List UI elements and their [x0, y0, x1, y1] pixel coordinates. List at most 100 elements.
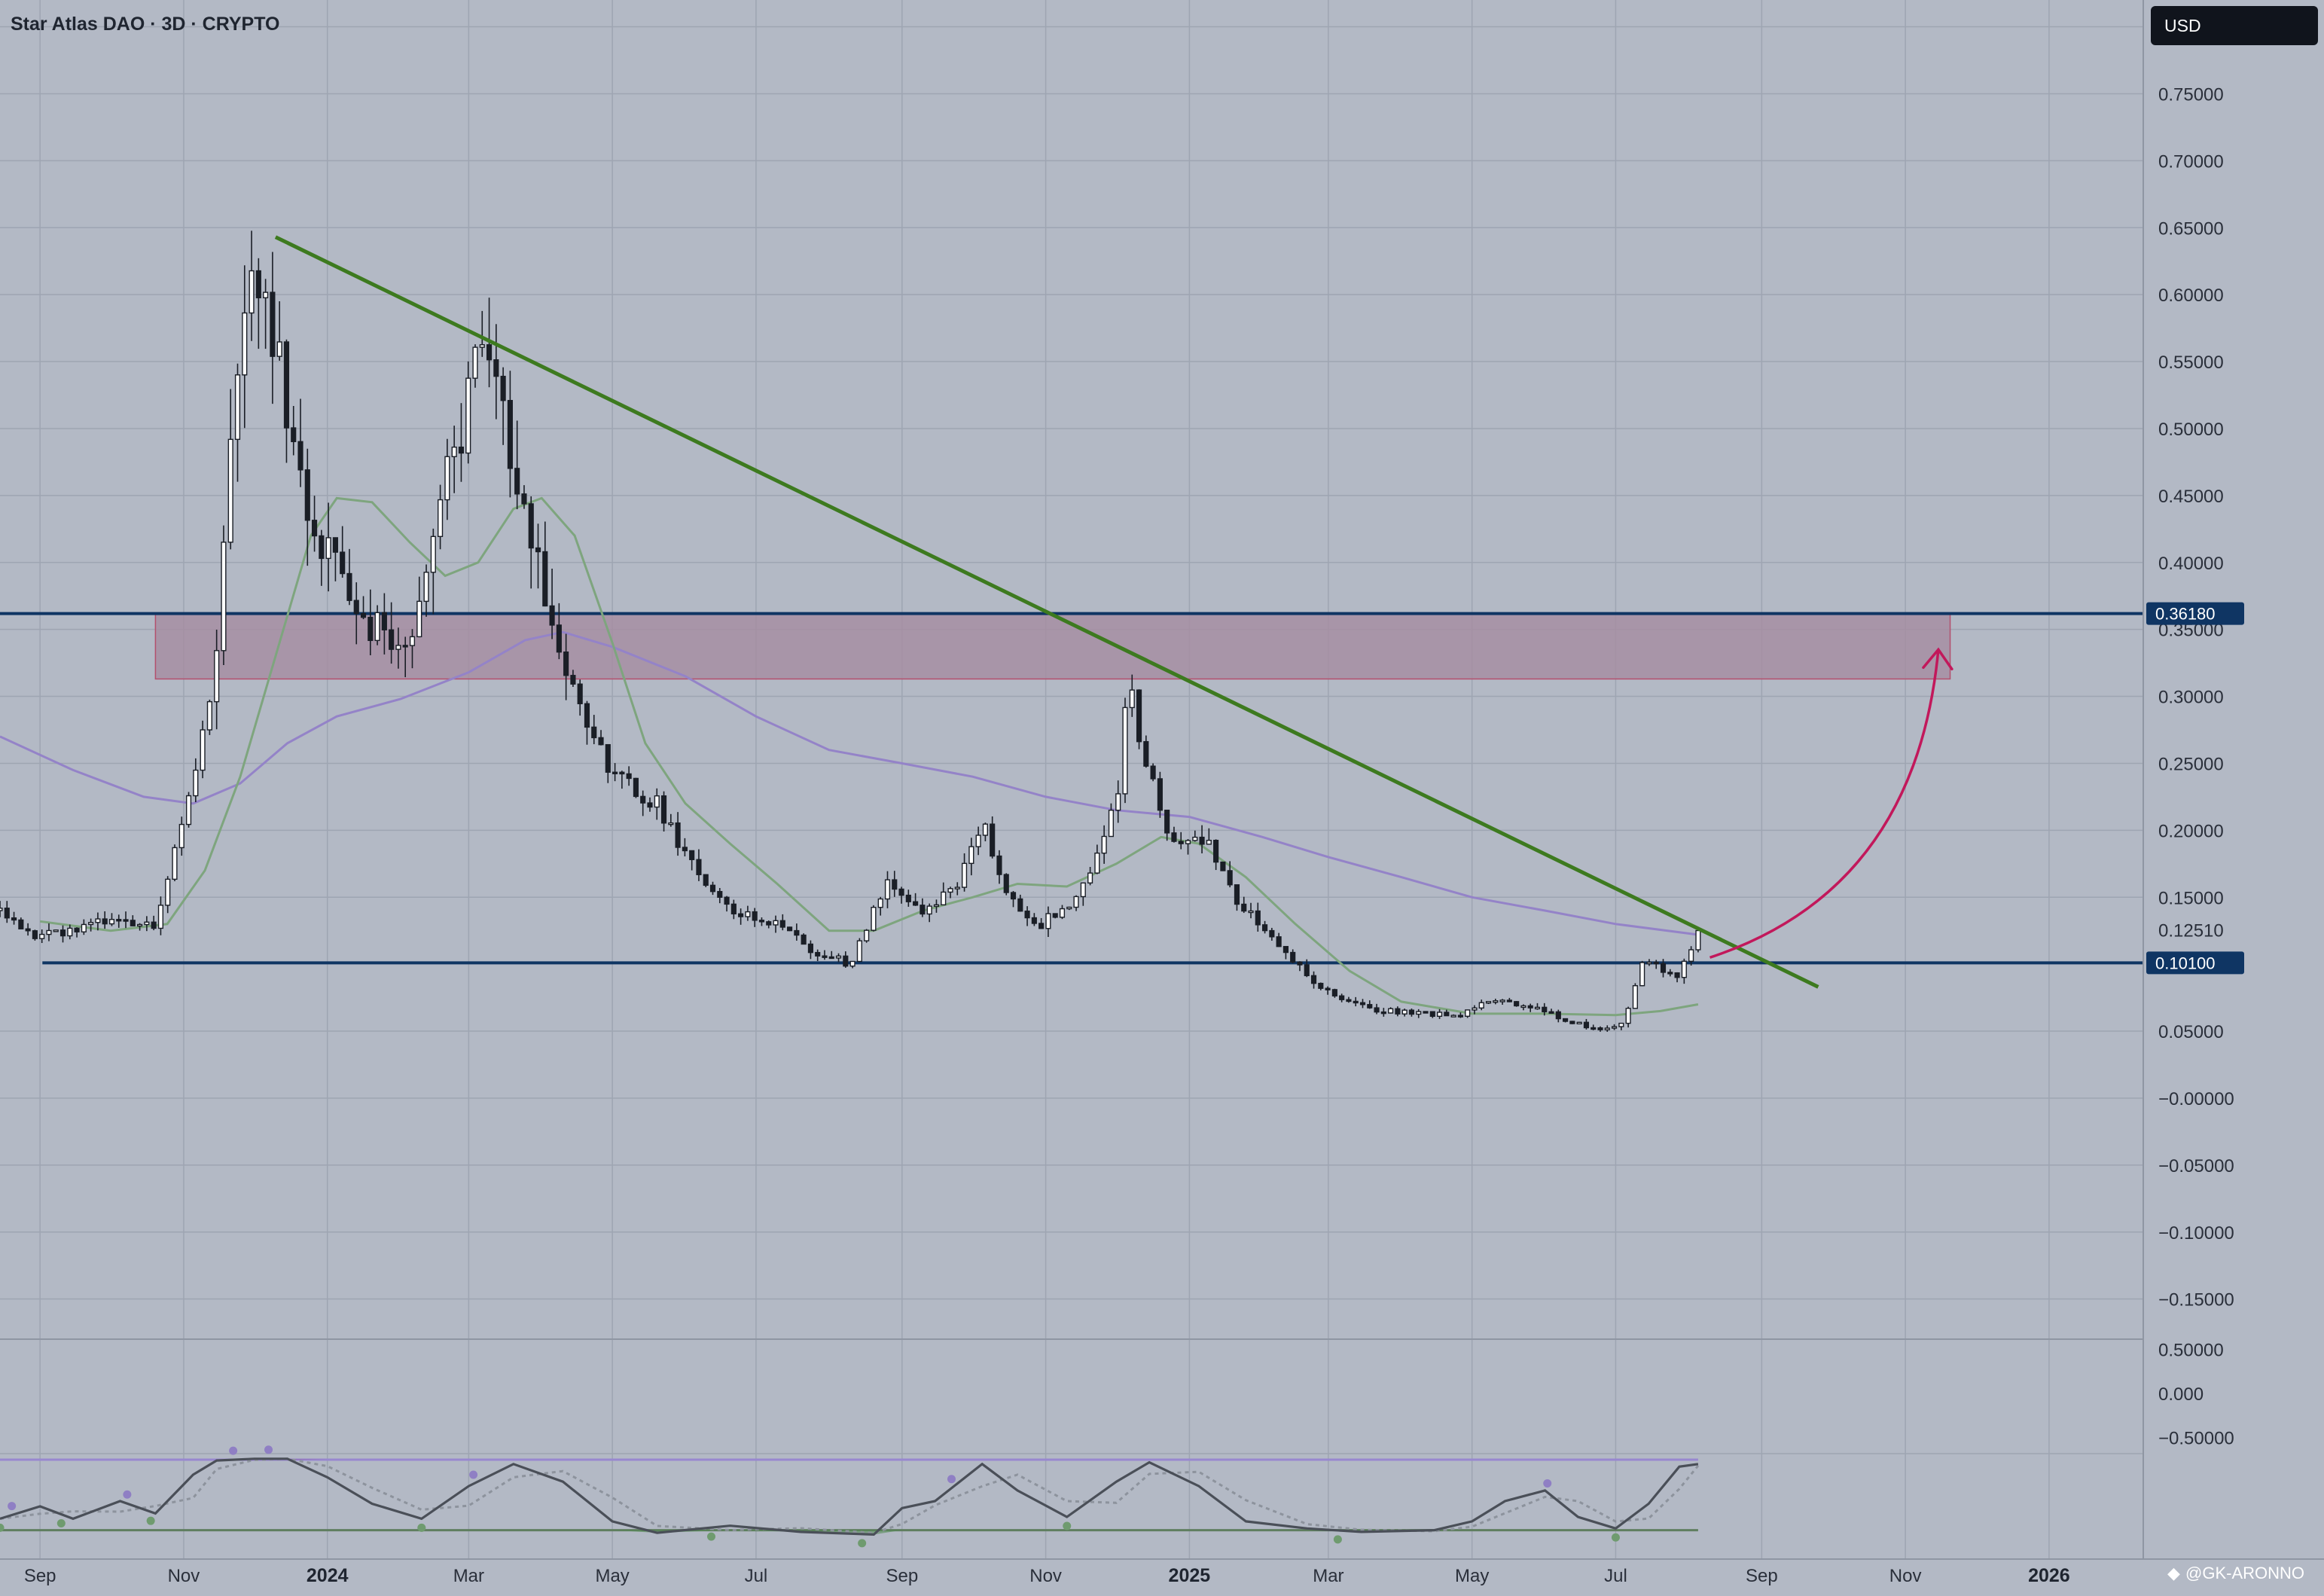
candle-up	[227, 438, 233, 543]
candle-down	[389, 629, 395, 650]
osc-tick-label: −0.50000	[2158, 1429, 2234, 1449]
candle-down	[990, 823, 996, 857]
ma-slow-line	[0, 630, 1699, 936]
candle-down	[738, 913, 744, 917]
candle-up	[877, 898, 883, 908]
candle-down	[1241, 903, 1247, 912]
candle-up	[654, 795, 660, 808]
downtrend-line	[274, 235, 1819, 989]
candle-up	[0, 908, 3, 911]
candle-down	[360, 612, 367, 618]
candle-up	[1094, 852, 1100, 874]
candle-up	[1108, 810, 1115, 838]
candle-up	[325, 537, 331, 560]
candle-up	[430, 536, 436, 573]
candle-up	[221, 542, 227, 652]
candle-down	[1276, 936, 1282, 948]
candle-up	[1688, 949, 1694, 962]
candle-down	[905, 894, 911, 902]
candle-down	[116, 919, 122, 922]
candle-down	[570, 675, 576, 685]
candle-up	[178, 823, 185, 849]
candle-down	[1506, 999, 1512, 1002]
candle-up	[1485, 1001, 1492, 1004]
candle-up	[276, 341, 282, 357]
candle-down	[535, 547, 541, 553]
candle-down	[514, 468, 520, 495]
candle-down	[577, 683, 583, 704]
price-badge	[2146, 602, 2244, 625]
osc-purple-dot	[947, 1475, 956, 1484]
candle-down	[584, 703, 590, 728]
candle-up	[954, 886, 960, 890]
price-tick-label: −0.00000	[2158, 1089, 2234, 1109]
candle-up	[926, 905, 932, 915]
osc-purple-dot	[264, 1445, 273, 1454]
osc-green-dot	[56, 1519, 66, 1528]
price-tick-label: 0.60000	[2158, 285, 2224, 306]
candle-down	[815, 951, 821, 957]
candle-down	[1444, 1012, 1450, 1017]
candle-down	[892, 879, 898, 890]
price-badge	[2146, 951, 2244, 975]
candle-down	[913, 901, 919, 906]
candle-up	[1681, 960, 1687, 978]
candle-down	[1310, 975, 1317, 984]
candle-down	[270, 291, 276, 357]
candle-down	[1374, 1007, 1380, 1013]
currency-button[interactable]: USD	[2151, 6, 2318, 45]
candle-down	[1003, 874, 1009, 893]
current-price-label: 0.12510	[2158, 921, 2224, 941]
candle-up	[864, 929, 870, 941]
osc-signal-line	[0, 1457, 1700, 1534]
candle-down	[1346, 999, 1352, 1002]
candle-up	[1534, 1006, 1541, 1010]
osc-green-dot	[1611, 1533, 1620, 1542]
price-tick-label: 0.55000	[2158, 352, 2224, 373]
price-tick-label: 0.05000	[2158, 1022, 2224, 1042]
candle-down	[724, 896, 730, 905]
candle-down	[1583, 1021, 1590, 1029]
candle-down	[1548, 1011, 1554, 1014]
time-tick-label: May	[1455, 1566, 1489, 1586]
candle-down	[332, 537, 338, 553]
candle-up	[745, 911, 751, 917]
candle-up	[1639, 962, 1645, 987]
candle-down	[801, 934, 807, 945]
candle-down	[1569, 1021, 1575, 1024]
time-tick-label: 2025	[1169, 1565, 1211, 1586]
candle-down	[130, 920, 136, 926]
candle-up	[108, 919, 115, 925]
osc-tick-label: 0.000	[2158, 1384, 2204, 1405]
osc-tick-label: 0.50000	[2158, 1341, 2224, 1361]
time-tick-label: 2026	[2028, 1565, 2070, 1586]
candle-down	[1262, 924, 1268, 932]
osc-purple-dot	[8, 1502, 17, 1511]
candle-down	[528, 503, 534, 549]
candle-up	[1499, 999, 1505, 1002]
candle-up	[242, 312, 248, 376]
candle-down	[758, 920, 765, 923]
candle-down	[1331, 989, 1337, 996]
candle-down	[521, 493, 527, 505]
candle-down	[1457, 1015, 1463, 1018]
candle-down	[346, 572, 352, 601]
candle-down	[898, 888, 904, 896]
price-tick-label: 0.25000	[2158, 754, 2224, 774]
candle-down	[1563, 1018, 1569, 1022]
candle-down	[353, 600, 359, 615]
candle-down	[486, 344, 493, 361]
candle-down	[920, 905, 926, 915]
candle-down	[1653, 961, 1659, 965]
candle-down	[766, 921, 772, 926]
candle-up	[1625, 1008, 1631, 1024]
candle-up	[185, 795, 192, 825]
candle-up	[773, 920, 779, 926]
candle-down	[563, 652, 569, 676]
candle-down	[640, 795, 646, 804]
candle-down	[1339, 995, 1345, 1000]
candle-up	[1101, 835, 1107, 854]
candle-up	[1129, 689, 1135, 709]
candle-down	[633, 777, 639, 798]
price-tick-label: 0.65000	[2158, 218, 2224, 239]
